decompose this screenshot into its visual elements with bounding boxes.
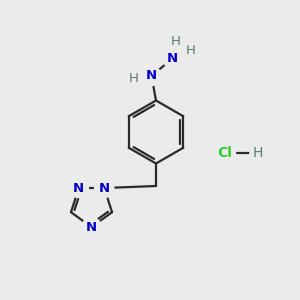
Circle shape [124,69,144,88]
Text: H: H [252,146,262,160]
Text: N: N [73,182,84,194]
Circle shape [142,66,161,85]
Text: H: H [171,34,180,48]
Circle shape [69,178,88,198]
Circle shape [250,146,265,160]
Circle shape [181,40,200,60]
Text: N: N [167,52,178,65]
Text: H: H [129,72,139,85]
Circle shape [82,218,101,237]
Text: N: N [99,182,110,194]
Circle shape [166,32,185,51]
Circle shape [214,142,236,164]
Text: Cl: Cl [218,146,232,160]
Circle shape [163,49,182,68]
Text: H: H [186,44,195,57]
Text: N: N [146,69,157,82]
Text: N: N [86,220,97,234]
Circle shape [94,178,114,198]
